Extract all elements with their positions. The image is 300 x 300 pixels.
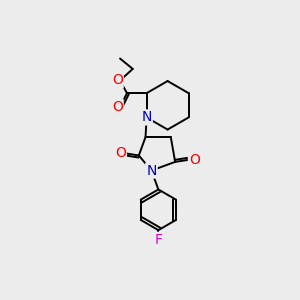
- Text: F: F: [154, 233, 162, 247]
- Text: N: N: [141, 110, 152, 124]
- Text: O: O: [112, 100, 123, 114]
- Text: O: O: [112, 74, 123, 88]
- Text: O: O: [115, 146, 126, 160]
- Text: O: O: [189, 153, 200, 166]
- Text: N: N: [146, 164, 157, 178]
